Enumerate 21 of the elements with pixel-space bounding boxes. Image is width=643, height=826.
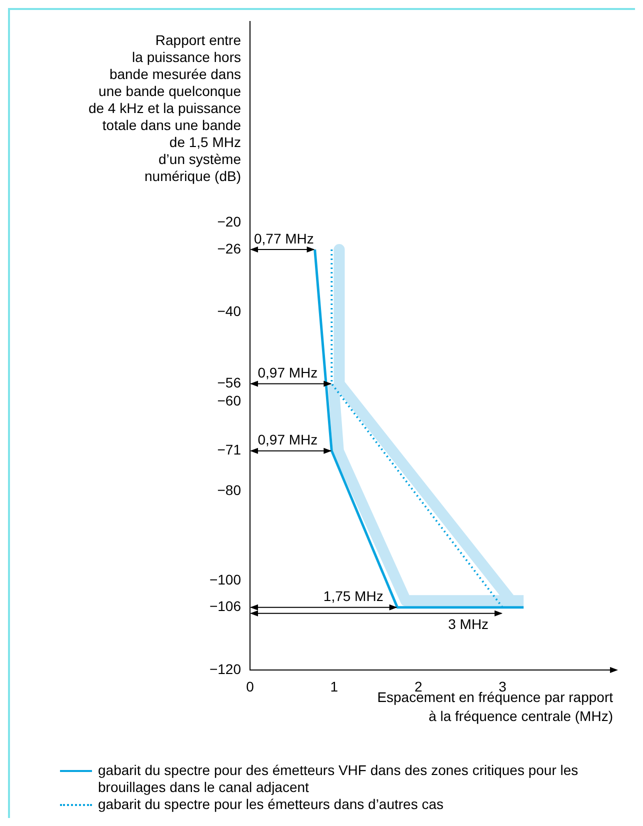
y-tick-label: −71 [217, 442, 242, 458]
annotation: 0,97 MHz [258, 364, 318, 381]
y-tick-label: −60 [217, 392, 242, 408]
y-tick-label: −80 [217, 482, 242, 498]
y-tick-label: −20 [217, 214, 242, 230]
x-tick-label: 3 [498, 678, 507, 694]
y-tick-label: −100 [209, 571, 242, 588]
annotation: 0,97 MHz [258, 432, 318, 448]
y-tick-label: −40 [217, 303, 242, 320]
y-tick-label: −56 [217, 374, 242, 391]
legend-label: gabarit du spectre pour les émetteurs dans d’autres cas [98, 796, 444, 813]
annotation: 1,75 MHz [323, 588, 384, 604]
x-tick-label: 0 [246, 678, 254, 694]
y-tick-label: −120 [209, 660, 242, 677]
annotation: 3 MHz [448, 616, 489, 632]
annotation: 0,77 MHz [254, 230, 314, 246]
x-tick-label: 1 [330, 678, 338, 694]
y-tick-label: −26 [217, 240, 242, 256]
x-tick-label: 2 [414, 678, 422, 694]
text: Rapport entre la puissance hors bande mesurée dans une bande quelconque de 4 kHz et la puissance totale dans une bande de 1,5 MHz d’un système numérique (dB) [88, 32, 241, 184]
y-tick-label: −106 [209, 598, 242, 614]
